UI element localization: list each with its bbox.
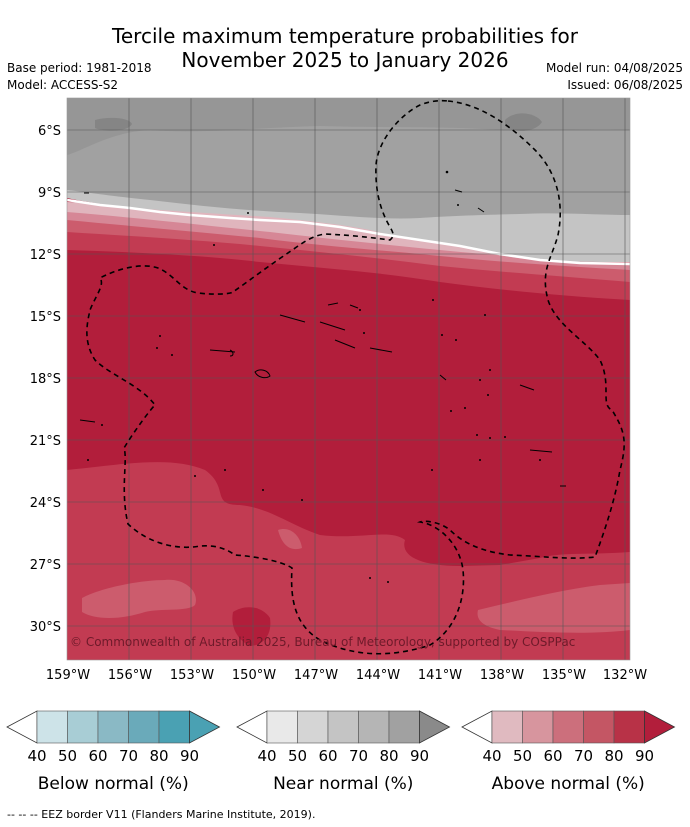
legend-tick-label: 50 xyxy=(288,747,307,765)
lon-label: 153°W xyxy=(170,668,214,683)
lat-label: 30°S xyxy=(30,620,61,635)
legend-high-arrow xyxy=(419,710,451,744)
lon-label: 138°W xyxy=(480,668,524,683)
legend-swatch xyxy=(552,710,584,744)
longitude-labels: 159°W 156°W 153°W 150°W 147°W 144°W 141°… xyxy=(46,668,647,683)
lat-label: 21°S xyxy=(30,434,61,449)
legend-low-arrow xyxy=(236,710,268,744)
legend-title: Near normal (%) xyxy=(273,774,413,794)
legend-tick-label: 60 xyxy=(318,747,337,765)
legend-tick-label: 80 xyxy=(379,747,398,765)
legend-tick-label: 90 xyxy=(635,747,654,765)
map-frame xyxy=(66,97,631,661)
lat-label: 6°S xyxy=(38,124,61,139)
legend-tick-label: 70 xyxy=(119,747,138,765)
base-period: Base period: 1981-2018 xyxy=(7,61,152,75)
legend-title: Below normal (%) xyxy=(38,774,189,794)
legend-swatch xyxy=(266,710,298,744)
legend-tick-label: 70 xyxy=(349,747,368,765)
above-normal-60-patch-east xyxy=(477,583,630,633)
legend-tick-label: 50 xyxy=(513,747,532,765)
lon-label: 141°W xyxy=(418,668,462,683)
legend-swatch xyxy=(358,710,390,744)
lat-label: 18°S xyxy=(30,372,61,387)
legend-near: 40 50 60 70 80 90 Near normal (%) xyxy=(236,710,451,794)
map-plot-area: © Commonwealth of Australia 2025, Bureau… xyxy=(67,98,630,660)
lat-label: 12°S xyxy=(30,248,61,263)
legend-title: Above normal (%) xyxy=(492,774,645,794)
legend-swatch xyxy=(613,710,645,744)
legend-high-arrow xyxy=(189,710,221,744)
legend-tick-label: 50 xyxy=(58,747,77,765)
lon-label: 132°W xyxy=(603,668,647,683)
legend-swatch xyxy=(97,710,129,744)
near-normal-90-patch-east xyxy=(505,113,542,131)
model-name: Model: ACCESS-S2 xyxy=(7,78,119,92)
lon-label: 147°W xyxy=(294,668,338,683)
legend-swatch xyxy=(158,710,190,744)
legend-tick-label: 90 xyxy=(180,747,199,765)
map-gridlines xyxy=(67,98,630,660)
legend-swatch xyxy=(128,710,160,744)
lon-label: 144°W xyxy=(356,668,400,683)
legend-low-arrow xyxy=(6,710,38,744)
near-normal-80-region xyxy=(67,98,630,155)
legend-swatch xyxy=(297,710,329,744)
small-islands xyxy=(87,170,541,583)
eez-footnote: -- -- -- EEZ border V11 (Flanders Marine… xyxy=(7,808,316,821)
eez-border xyxy=(86,99,625,655)
lat-label: 15°S xyxy=(30,310,61,325)
legend-group: 40 50 60 70 80 90 Below normal (%) 40 50 60 70 80 90… xyxy=(6,710,676,794)
probability-map: © Commonwealth of Australia 2025, Bureau… xyxy=(6,97,676,794)
map-title: Tercile maximum temperature probabilitie… xyxy=(0,24,690,72)
near-normal-90-patch xyxy=(95,117,132,131)
legend-swatch xyxy=(327,710,359,744)
copyright-text: © Commonwealth of Australia 2025, Bureau… xyxy=(70,635,575,649)
legend-tick-label: 60 xyxy=(88,747,107,765)
islands xyxy=(79,189,566,487)
legend-tick-label: 90 xyxy=(410,747,429,765)
legend-low-arrow xyxy=(461,710,493,744)
latitude-labels: 6°S 9°S 12°S 15°S 18°S 21°S 24°S 27°S 30… xyxy=(30,124,61,635)
meta-left: Base period: 1981-2018 Model: ACCESS-S2 xyxy=(7,60,152,94)
lon-label: 135°W xyxy=(542,668,586,683)
title-line-1: Tercile maximum temperature probabilitie… xyxy=(112,24,578,48)
legend-tick-label: 40 xyxy=(482,747,501,765)
above-normal-60-patch xyxy=(82,579,196,618)
legend-below: 40 50 60 70 80 90 Below normal (%) xyxy=(6,710,221,794)
meta-right: Model run: 04/08/2025 Issued: 06/08/2025 xyxy=(546,60,683,94)
legend-tick-label: 80 xyxy=(604,747,623,765)
above-normal-60-patch-small xyxy=(278,529,302,550)
lon-label: 156°W xyxy=(108,668,152,683)
title-line-2: November 2025 to January 2026 xyxy=(181,48,509,72)
lat-label: 27°S xyxy=(30,558,61,573)
legend-swatch xyxy=(67,710,99,744)
legend-swatch xyxy=(36,710,68,744)
legend-swatch xyxy=(583,710,615,744)
legend-tick-label: 80 xyxy=(149,747,168,765)
lat-label: 9°S xyxy=(38,186,61,201)
model-run: Model run: 04/08/2025 xyxy=(545,61,683,75)
legend-tick-label: 40 xyxy=(27,747,46,765)
legend-swatch xyxy=(491,710,523,744)
legend-high-arrow xyxy=(644,710,676,744)
category-boundary-line xyxy=(67,198,630,266)
lon-label: 159°W xyxy=(46,668,90,683)
above-normal-80-patch xyxy=(232,607,271,646)
lon-label: 150°W xyxy=(232,668,276,683)
legend-swatch xyxy=(522,710,554,744)
legend-tick-label: 70 xyxy=(574,747,593,765)
legend-above: 40 50 60 70 80 90 Above normal (%) xyxy=(461,710,676,794)
legend-tick-label: 60 xyxy=(543,747,562,765)
issued-date: Issued: 06/08/2025 xyxy=(567,78,683,92)
legend-swatch xyxy=(388,710,420,744)
legend-tick-label: 40 xyxy=(257,747,276,765)
lat-label: 24°S xyxy=(30,496,61,511)
